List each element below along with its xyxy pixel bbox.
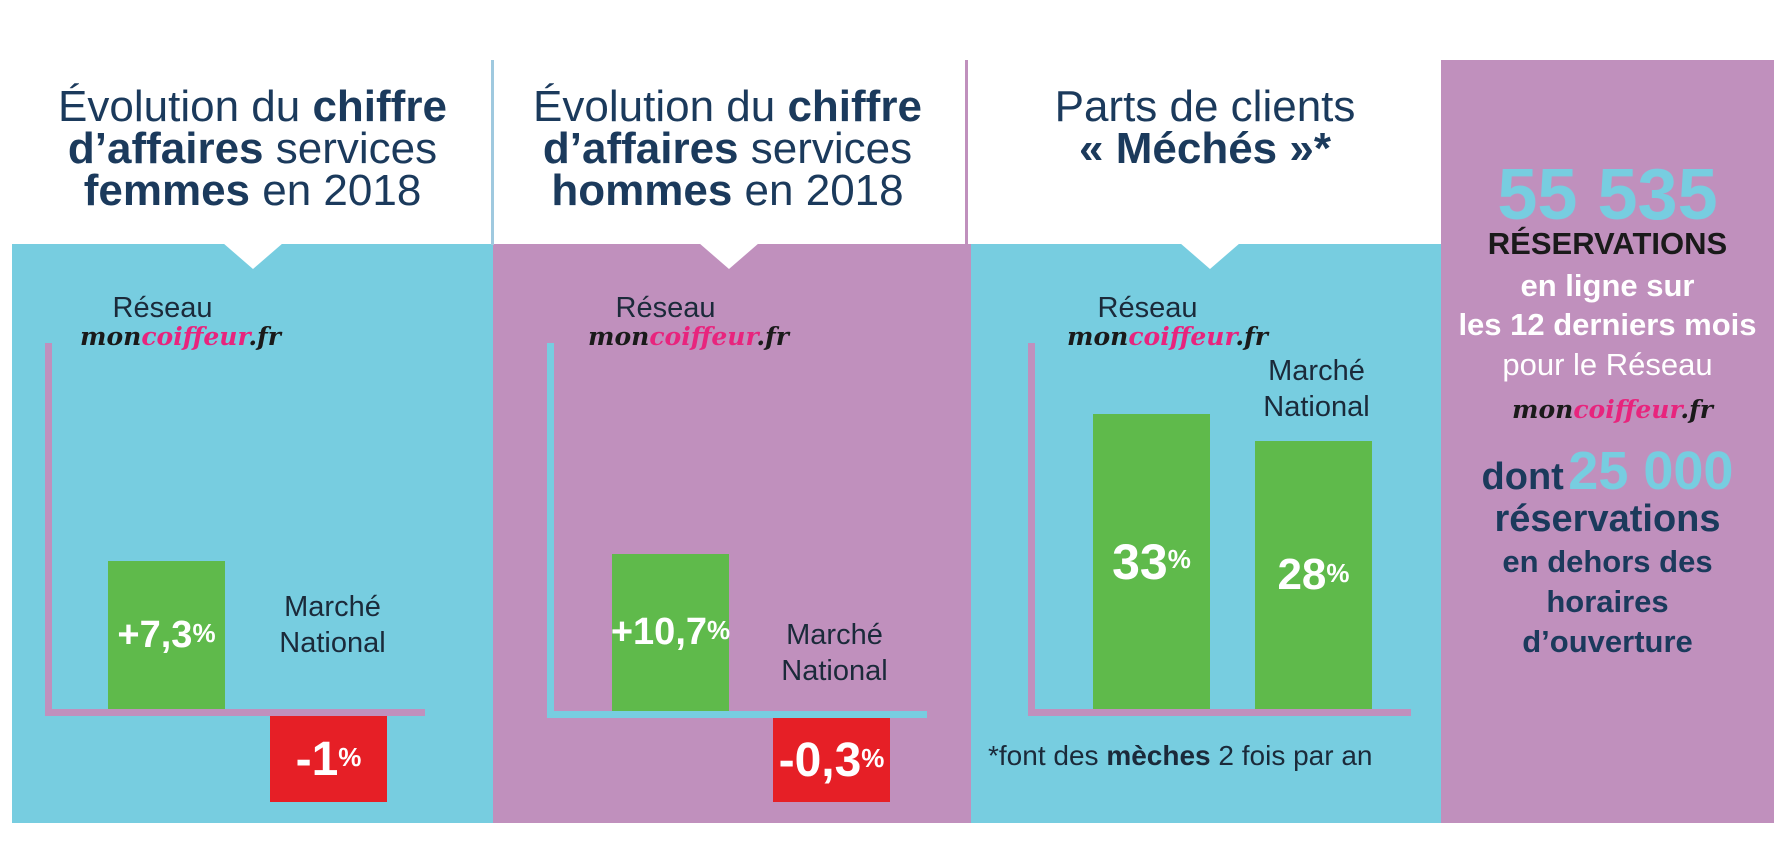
panel-meches-bar-marche: 28%	[1255, 441, 1372, 709]
panel-hommes-bar-reseau: +10,7%	[610, 554, 730, 711]
stats-second-number: 25 000	[1568, 441, 1734, 501]
stats-big-number: 55 535	[1497, 155, 1718, 235]
panel-meches-bar-marche-value: 28	[1277, 550, 1327, 599]
stats-line-en-ligne: en ligne sur	[1520, 268, 1695, 303]
stats-dont: dont	[1481, 456, 1564, 498]
panel-femmes-notch	[223, 243, 283, 269]
stats-dont-line: dont 25 000	[1441, 440, 1774, 502]
panel-hommes-x-axis	[547, 711, 927, 718]
stats-line-pour-reseau: pour le Réseau	[1502, 347, 1713, 382]
panel-meches-notch	[1180, 243, 1240, 269]
panel-femmes-bg	[12, 244, 493, 823]
separator-1	[491, 60, 494, 245]
panel-meches-reseau-label: Réseau	[1097, 292, 1198, 324]
panel-femmes-bar-marche-value: -1	[295, 732, 339, 786]
panel-hommes-bg	[493, 244, 971, 823]
panel-femmes-reseau-label: Réseau	[112, 292, 213, 324]
stats-line-dehors: en dehors des	[1502, 544, 1713, 579]
panel-hommes-y-axis	[547, 343, 554, 716]
logo-moncoiffeur: moncoiffeur.fr	[80, 322, 281, 351]
panel-hommes-marche-label: Marché National	[781, 619, 888, 687]
panel-meches-y-axis	[1028, 343, 1035, 716]
logo-moncoiffeur: moncoiffeur.fr	[1512, 395, 1713, 424]
panel-hommes-reseau-label: Réseau	[615, 292, 716, 324]
logo-moncoiffeur: moncoiffeur.fr	[588, 322, 789, 351]
panel-femmes-x-axis	[45, 709, 425, 716]
stats-line-reservations: RÉSERVATIONS	[1487, 226, 1728, 261]
panel-femmes-bar-reseau: +7,3%	[108, 561, 225, 709]
panel-hommes-title: Évolution du chiffre d’affaires services…	[533, 82, 922, 215]
stats-line-reservations-2: réservations	[1494, 498, 1721, 540]
panel-hommes-notch	[699, 243, 759, 269]
stats-line-ouverture: d’ouverture	[1522, 624, 1693, 659]
panel-femmes-bar-reseau-value: +7,3	[117, 613, 193, 656]
stats-line-horaires: horaires	[1546, 584, 1669, 619]
panel-meches-x-axis	[1028, 709, 1411, 716]
panel-meches-footnote: *font des mèches 2 fois par an	[988, 740, 1373, 771]
panel-meches-marche-label: Marché National	[1263, 355, 1370, 423]
panel-hommes-bar-marche-value: -0,3	[778, 733, 862, 787]
panel-femmes-marche-label: Marché National	[279, 591, 386, 659]
panel-hommes-bar-marche: -0,3%	[773, 718, 890, 802]
panel-femmes-y-axis	[45, 343, 52, 716]
stats-line-12-mois: les 12 derniers mois	[1458, 307, 1757, 342]
panel-femmes-title: Évolution du chiffre d’affaires services…	[58, 82, 447, 215]
panel-femmes-bar-marche: -1%	[270, 716, 387, 802]
panel-meches-title: Parts de clients « Méchés »*	[1054, 82, 1356, 173]
panel-meches-bar-reseau-value: 33	[1112, 533, 1168, 590]
logo-moncoiffeur: moncoiffeur.fr	[1067, 322, 1268, 351]
panel-stats-bg	[1441, 60, 1774, 823]
panel-hommes-bar-reseau-value: +10,7	[610, 611, 708, 653]
panel-meches-bar-reseau: 33%	[1093, 414, 1210, 709]
separator-2	[965, 60, 968, 245]
